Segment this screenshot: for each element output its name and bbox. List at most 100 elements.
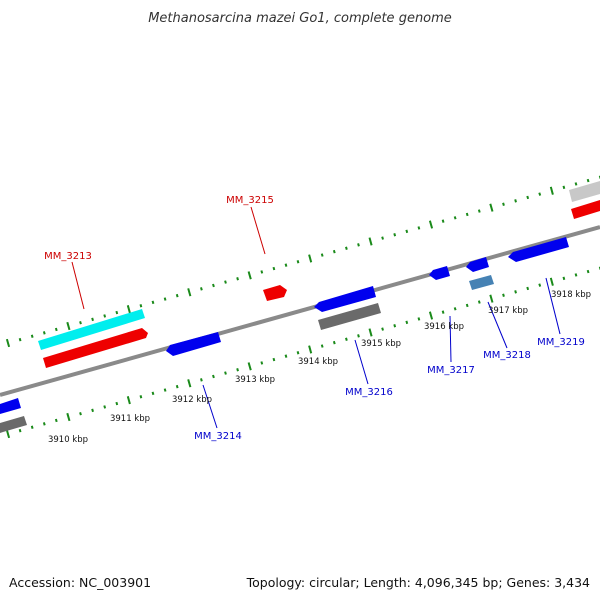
minor-tick — [296, 351, 300, 355]
minor-tick — [224, 280, 227, 284]
gene-label-mm-3214[interactable]: MM_3214 — [194, 431, 242, 442]
minor-tick — [79, 321, 82, 325]
gene-feature[interactable] — [314, 286, 376, 312]
minor-tick — [30, 334, 34, 338]
gene-feature[interactable] — [38, 309, 145, 350]
inner-tick-track — [5, 266, 600, 439]
scale-label: 3915 kbp — [361, 339, 401, 349]
major-tick — [549, 186, 554, 195]
gene-feature[interactable] — [0, 398, 21, 414]
major-tick — [187, 288, 192, 297]
map-title: Methanosarcina mazei Go1, complete genom… — [148, 11, 452, 26]
minor-tick — [502, 202, 505, 206]
minor-tick — [345, 246, 348, 250]
gene-feature[interactable] — [0, 416, 27, 433]
minor-tick — [18, 337, 22, 342]
scale-label: 3913 kbp — [235, 375, 275, 385]
minor-tick — [103, 314, 107, 318]
scale-label: 3912 kbp — [172, 395, 212, 405]
minor-tick — [586, 269, 590, 274]
gene-feature[interactable] — [469, 275, 494, 290]
minor-tick — [332, 249, 336, 254]
gene-label-mm-3216[interactable]: MM_3216 — [345, 387, 393, 398]
minor-tick — [441, 219, 445, 223]
gene-feature[interactable] — [571, 200, 600, 219]
gene-feature[interactable] — [318, 303, 381, 330]
minor-tick — [30, 425, 34, 429]
scale-label: 3918 kbp — [551, 290, 591, 300]
scale-label: 3911 kbp — [110, 414, 150, 424]
minor-tick — [417, 317, 421, 321]
major-tick — [66, 412, 71, 422]
minor-tick — [54, 418, 58, 423]
major-tick — [126, 396, 131, 405]
minor-tick — [284, 263, 288, 267]
gene-label-mm-3218[interactable]: MM_3218 — [483, 350, 531, 361]
major-tick — [549, 277, 554, 286]
gene-label-mm-3217[interactable]: MM_3217 — [427, 365, 475, 376]
minor-tick — [441, 310, 445, 314]
gene-label-mm-3215[interactable]: MM_3215 — [226, 195, 274, 206]
label-leader-lines — [71, 206, 561, 429]
scale-label: 3916 kbp — [424, 322, 464, 332]
major-tick — [308, 254, 313, 263]
minor-tick — [562, 185, 566, 190]
gene-label-mm-3219[interactable]: MM_3219 — [537, 337, 585, 348]
gene-feature[interactable] — [569, 181, 600, 202]
minor-tick — [91, 317, 94, 322]
major-tick — [368, 328, 373, 337]
minor-tick — [526, 195, 530, 200]
minor-tick — [586, 178, 590, 183]
minor-tick — [115, 401, 119, 406]
scale-label: 3917 kbp — [488, 306, 528, 316]
minor-tick — [284, 354, 288, 358]
major-tick — [247, 271, 252, 280]
minor-tick — [18, 428, 22, 433]
major-tick — [428, 311, 434, 320]
gene-feature[interactable] — [263, 285, 287, 301]
minor-tick — [526, 286, 530, 291]
minor-tick — [79, 412, 82, 416]
genome-summary-text: Topology: circular; Length: 4,096,345 bp… — [246, 575, 590, 590]
minor-tick — [405, 229, 409, 234]
minor-tick — [54, 327, 58, 332]
minor-tick — [357, 243, 360, 247]
major-tick — [126, 305, 131, 314]
accession-text: Accession: NC_003901 — [9, 575, 151, 590]
minor-tick — [320, 253, 324, 257]
minor-tick — [151, 391, 155, 396]
minor-tick — [236, 277, 239, 281]
minor-tick — [465, 303, 469, 308]
minor-tick — [200, 378, 203, 382]
minor-tick — [574, 273, 578, 277]
major-tick — [247, 362, 252, 371]
minor-tick — [200, 287, 203, 291]
minor-tick — [332, 340, 336, 345]
minor-tick — [538, 192, 542, 196]
minor-tick — [574, 182, 578, 186]
minor-tick — [296, 260, 300, 264]
gene-feature[interactable] — [166, 332, 221, 356]
major-tick — [187, 379, 192, 388]
minor-tick — [465, 212, 469, 217]
minor-tick — [42, 331, 46, 335]
minor-tick — [260, 361, 264, 365]
gene-labels: MM_3213 MM_3215 MM_3214 MM_3216 MM_3217 … — [44, 195, 585, 442]
minor-tick — [272, 266, 276, 271]
gene-feature[interactable] — [466, 257, 489, 272]
outer-tick-track — [5, 175, 600, 348]
scale-labels: 3910 kbp 3911 kbp 3912 kbp 3913 kbp 3914… — [48, 290, 591, 445]
gene-feature[interactable] — [43, 328, 148, 368]
minor-tick — [320, 344, 324, 348]
minor-tick — [357, 334, 360, 338]
minor-tick — [175, 384, 179, 389]
minor-tick — [224, 371, 227, 375]
minor-tick — [115, 310, 119, 315]
minor-tick — [393, 233, 397, 237]
gene-feature[interactable] — [508, 237, 569, 262]
minor-tick — [103, 405, 107, 409]
gene-feature[interactable] — [429, 266, 450, 280]
gene-label-mm-3213[interactable]: MM_3213 — [44, 251, 92, 262]
minor-tick — [260, 270, 264, 274]
